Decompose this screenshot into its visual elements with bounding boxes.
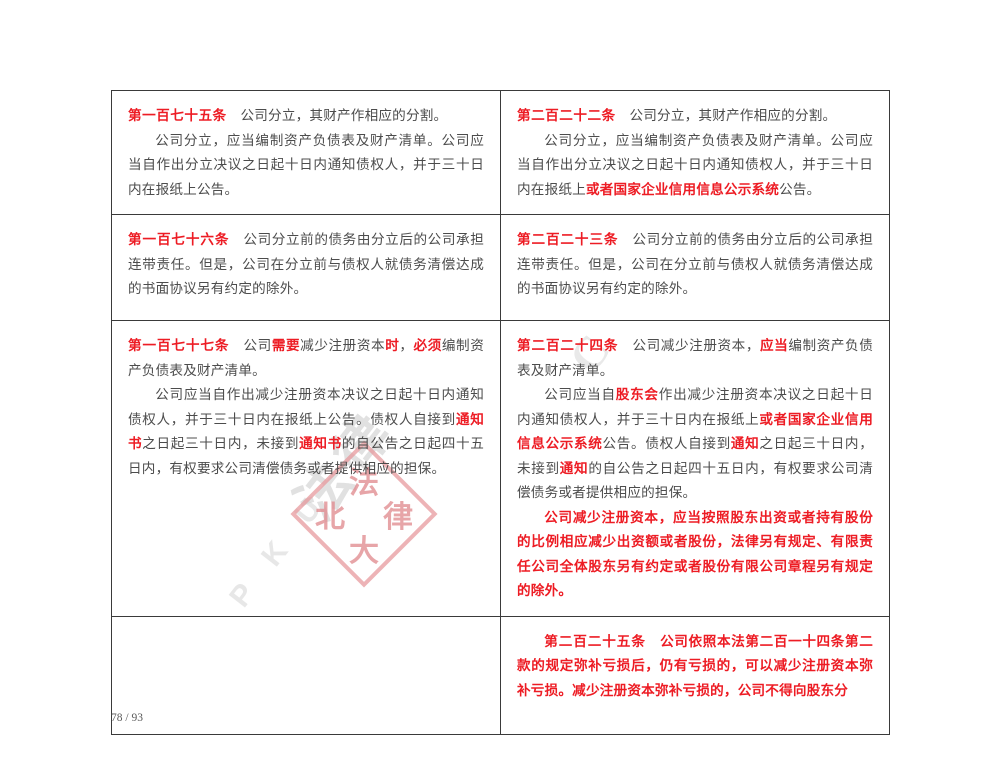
revised-text: 需要: [271, 338, 301, 353]
cell-new-law: 第二百二十五条 公司依照本法第二百一十四条第二款的规定弥补亏损后，仍有亏损的，可…: [500, 615, 890, 735]
cell-new-law: 第二百二十二条 公司分立，其财产作相应的分割。公司分立，应当编制资产负债表及财产…: [500, 90, 890, 215]
revised-text: 通知: [730, 436, 760, 451]
revised-text: 时: [385, 338, 400, 353]
paragraph: 第一百七十五条 公司分立，其财产作相应的分割。: [128, 104, 484, 129]
body-text: 公司分立前的债务由分立后的公司承担连带责任。但是，公司在分立前与债权人就债务清偿…: [517, 232, 873, 296]
body-text: 公司分立前的债务由分立后的公司承担连带责任。但是，公司在分立前与债权人就债务清偿…: [128, 232, 484, 296]
body-text: 之日起三十日内，未接到: [517, 436, 873, 476]
table-row: 第一百七十五条 公司分立，其财产作相应的分割。公司分立，应当编制资产负债表及财产…: [111, 90, 890, 215]
article-number: 第二百二十三条: [517, 232, 619, 247]
cell-new-law: 第二百二十三条 公司分立前的债务由分立后的公司承担连带责任。但是，公司在分立前与…: [500, 214, 890, 321]
table-body: 第一百七十五条 公司分立，其财产作相应的分割。公司分立，应当编制资产负债表及财产…: [111, 90, 890, 735]
table-row: 第二百二十五条 公司依照本法第二百一十四条第二款的规定弥补亏损后，仍有亏损的，可…: [111, 615, 890, 735]
table-row: 第一百七十七条 公司需要减少注册资本时，必须编制资产负债表及财产清单。 公司应当自…: [111, 320, 890, 617]
article-number: 第一百七十七条: [128, 338, 230, 353]
paragraph: 第二百二十三条 公司分立前的债务由分立后的公司承担连带责任。但是，公司在分立前与…: [517, 228, 873, 302]
paragraph: 第二百二十四条 公司减少注册资本，应当编制资产负债表及财产清单。: [517, 334, 873, 383]
body-text: 编制资产负债表及财产清单。: [517, 338, 874, 378]
revised-text: 通知书: [128, 411, 484, 452]
article-number: 第二百二十四条: [517, 338, 619, 353]
revised-text: 公司依照本法第二百一十四条第二款的规定弥补亏损后，仍有亏损的，可以减少注册资本弥…: [517, 633, 874, 698]
paragraph: 第二百二十五条 公司依照本法第二百一十四条第二款的规定弥补亏损后，仍有亏损的，可…: [517, 630, 873, 704]
cell-old-law: 第一百七十六条 公司分立前的债务由分立后的公司承担连带责任。但是，公司在分立前与…: [111, 214, 501, 321]
body-text: 公司分立，其财产作相应的分割。: [615, 108, 837, 123]
article-number: 第一百七十五条: [128, 108, 227, 123]
revised-text: 股东会: [615, 387, 659, 402]
article-number: 第一百七十六条: [128, 232, 230, 247]
body-text: 公司分立，应当编制资产负债表及财产清单。公司应当自作出分立决议之日起十日内通知债…: [128, 132, 484, 197]
body-text: 公司: [229, 338, 272, 353]
revised-text: 必须: [413, 338, 442, 353]
body-text: ，: [399, 338, 414, 353]
revised-text: 应当: [760, 338, 789, 353]
table-row: 第一百七十六条 公司分立前的债务由分立后的公司承担连带责任。但是，公司在分立前与…: [111, 214, 890, 321]
body-text: 编制资产负债表及财产清单。: [128, 338, 485, 378]
revised-text: 公司减少注册资本，应当按照股东出资或者持有股份的比例相应减少出资额或者股份，法律…: [517, 509, 873, 599]
paragraph: 公司应当自作出减少注册资本决议之日起十日内通知债权人，并于三十日内在报纸上公告。…: [128, 383, 484, 481]
body-text: 的自公告之日起四十五日内，有权要求公司清偿债务或者提供相应的担保。: [517, 460, 874, 501]
revised-text: 或者国家企业信用信息公示系统: [585, 181, 780, 197]
paragraph: 公司分立，应当编制资产负债表及财产清单。公司应当自作出分立决议之日起十日内通知债…: [128, 129, 484, 203]
body-text: 减少注册资本: [300, 338, 386, 353]
cell-old-law: 第一百七十五条 公司分立，其财产作相应的分割。公司分立，应当编制资产负债表及财产…: [111, 90, 501, 215]
paragraph: 第一百七十六条 公司分立前的债务由分立后的公司承担连带责任。但是，公司在分立前与…: [128, 228, 484, 302]
body-text: 公司分立，应当编制资产负债表及财产清单。公司应当自作出分立决议之日起十日内通知债…: [517, 132, 873, 197]
cell-new-law: 第二百二十四条 公司减少注册资本，应当编制资产负债表及财产清单。 公司应当自股东会…: [500, 320, 890, 617]
body-text: 作出减少注册资本决议之日起十日内通知债权人，并于三十日内在报纸上: [517, 387, 874, 427]
cell-old-law: 第一百七十七条 公司需要减少注册资本时，必须编制资产负债表及财产清单。 公司应当自…: [111, 320, 501, 617]
revised-text: 通知: [559, 460, 589, 476]
body-text: 公告。: [779, 181, 821, 197]
revised-text: 或者国家企业信用信息公示系统: [517, 411, 873, 452]
article-number: 第二百二十五条: [544, 633, 646, 649]
paragraph: 公司应当自股东会作出减少注册资本决议之日起十日内通知债权人，并于三十日内在报纸上…: [517, 383, 873, 506]
law-comparison-table: 第一百七十五条 公司分立，其财产作相应的分割。公司分立，应当编制资产负债表及财产…: [111, 90, 890, 735]
article-number: 第二百二十二条: [517, 108, 616, 123]
body-text: 之日起三十日内，未接到: [142, 436, 300, 451]
paragraph: 公司分立，应当编制资产负债表及财产清单。公司应当自作出分立决议之日起十日内通知债…: [517, 129, 873, 203]
paragraph: 第一百七十七条 公司需要减少注册资本时，必须编制资产负债表及财产清单。: [128, 334, 484, 383]
body-text: 公告。债权人自接到: [602, 436, 731, 451]
paragraph: 公司减少注册资本，应当按照股东出资或者持有股份的比例相应减少出资额或者股份，法律…: [517, 506, 873, 604]
page-number: 78 / 93: [111, 712, 143, 724]
body-text: 公司减少注册资本，: [618, 338, 761, 353]
cell-old-law: [111, 615, 501, 735]
body-text: 的自公告之日起四十五日内，有权要求公司清偿债务或者提供相应的担保。: [128, 436, 485, 476]
revised-text: 通知书: [299, 436, 342, 451]
paragraph: 第二百二十二条 公司分立，其财产作相应的分割。: [517, 104, 873, 129]
body-text: 公司分立，其财产作相应的分割。: [226, 108, 448, 123]
body-text: 公司应当自: [544, 387, 616, 402]
body-text: 公司应当自作出减少注册资本决议之日起十日内通知债权人，并于三十日内在报纸上公告。…: [128, 387, 484, 427]
